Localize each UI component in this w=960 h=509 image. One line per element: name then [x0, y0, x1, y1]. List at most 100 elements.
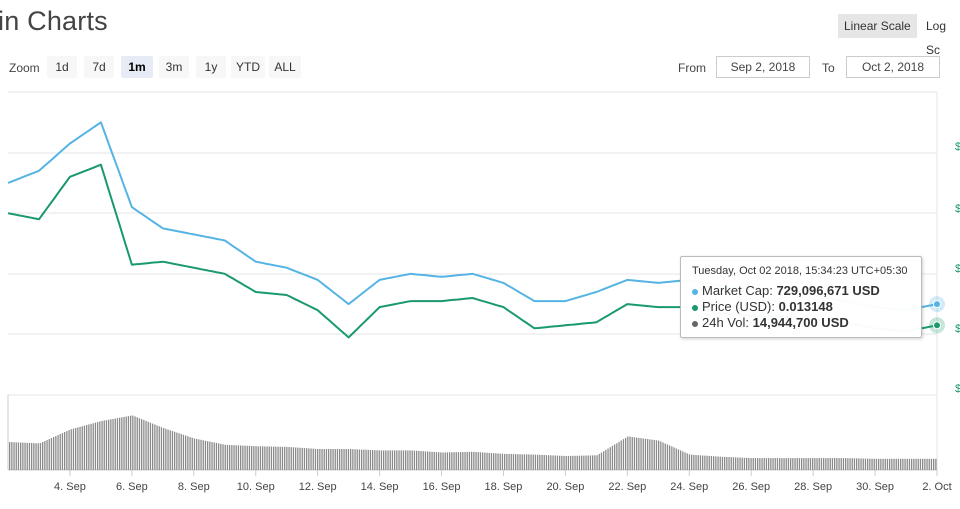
- volume-bar: [317, 448, 319, 470]
- tooltip-volume-value: 14,944,700 USD: [752, 315, 849, 330]
- volume-bar: [292, 447, 295, 470]
- volume-bar: [688, 454, 691, 470]
- volume-bar: [79, 426, 81, 470]
- volume-bar: [435, 452, 438, 470]
- volume-bar: [869, 458, 871, 470]
- x-tick-label: 16. Sep: [423, 481, 461, 493]
- volume-bar: [310, 448, 312, 470]
- volume-bar: [693, 454, 695, 470]
- volume-bar: [222, 444, 224, 470]
- volume-bar: [356, 449, 358, 470]
- volume-bar: [902, 458, 904, 470]
- volume-bar: [50, 438, 53, 470]
- volume-bar: [44, 441, 46, 470]
- market-cap-dot-icon: [692, 288, 698, 295]
- volume-bar: [72, 428, 75, 470]
- zoom-3m-button[interactable]: 3m: [159, 56, 189, 78]
- volume-bar: [497, 453, 499, 470]
- volume-bar: [200, 439, 202, 470]
- volume-bar: [22, 442, 24, 470]
- price-hover-marker: [933, 321, 941, 330]
- volume-bar: [818, 458, 820, 470]
- volume-bar: [686, 453, 688, 470]
- zoom-1m-button[interactable]: 1m: [121, 56, 153, 78]
- volume-bar: [328, 449, 330, 470]
- volume-bar: [697, 455, 699, 470]
- volume-bar: [413, 450, 416, 470]
- volume-bar: [411, 450, 413, 470]
- volume-bar: [92, 423, 94, 470]
- volume-bar: [583, 455, 585, 470]
- x-tick-label: 2. Oct: [922, 481, 951, 493]
- volume-bar: [820, 458, 823, 470]
- volume-bar: [922, 458, 924, 470]
- volume-bar: [904, 458, 906, 470]
- volume-bar: [97, 422, 99, 470]
- log-scale-button[interactable]: Log Sc: [926, 19, 947, 57]
- volume-bar: [130, 415, 132, 470]
- volume-bar: [394, 450, 396, 470]
- volume-bar: [11, 442, 13, 470]
- to-label: To: [822, 61, 835, 75]
- volume-bar: [581, 455, 583, 470]
- to-date-input[interactable]: Oct 2, 2018: [846, 56, 940, 78]
- volume-bar: [515, 454, 517, 470]
- volume-bar: [834, 458, 836, 470]
- zoom-1y-button[interactable]: 1y: [196, 56, 226, 78]
- volume-bar: [378, 450, 380, 470]
- volume-bar: [215, 442, 218, 470]
- volume-bar: [431, 451, 433, 470]
- volume-bar: [416, 450, 418, 470]
- zoom-1d-button[interactable]: 1d: [47, 56, 77, 78]
- volume-bar: [530, 454, 532, 470]
- from-date-input[interactable]: Sep 2, 2018: [716, 56, 810, 78]
- volume-bar: [594, 455, 596, 470]
- volume-bar: [889, 458, 891, 470]
- volume-bar: [790, 458, 792, 470]
- volume-bar: [919, 458, 922, 470]
- volume-bar: [644, 438, 647, 470]
- linear-scale-button[interactable]: Linear Scale: [838, 14, 917, 38]
- zoom-ytd-button[interactable]: YTD: [231, 56, 265, 78]
- volume-bar: [385, 450, 387, 470]
- volume-bar: [127, 416, 130, 470]
- volume-bar: [251, 445, 253, 470]
- volume-bar: [633, 437, 636, 470]
- volume-bar: [798, 458, 801, 470]
- volume-bar: [541, 454, 543, 470]
- volume-bar: [169, 430, 171, 470]
- volume-bar: [70, 429, 72, 470]
- x-axis-ticks: 4. Sep 6. Sep 8. Sep 10. Sep 12. Sep 14. Sep 1…: [54, 470, 952, 493]
- volume-bar: [691, 454, 693, 470]
- volume-bar: [603, 451, 605, 470]
- volume-bar: [600, 452, 603, 470]
- volume-bar: [803, 458, 805, 470]
- volume-bar: [99, 421, 101, 470]
- x-tick-label: 10. Sep: [237, 481, 275, 493]
- volume-bar: [517, 454, 519, 470]
- volume-bar: [816, 458, 818, 470]
- volume-bar: [585, 455, 587, 470]
- zoom-all-button[interactable]: ALL: [269, 56, 301, 78]
- volume-bar: [748, 457, 750, 470]
- volume-bar: [706, 455, 708, 470]
- volume-bar: [897, 458, 900, 470]
- volume-bar: [776, 458, 779, 470]
- volume-bar: [347, 449, 350, 470]
- volume-bar: [545, 455, 548, 470]
- volume-bar: [187, 436, 189, 470]
- zoom-7d-button[interactable]: 7d: [84, 56, 114, 78]
- volume-bar: [539, 454, 541, 470]
- tooltip-price-row: Price (USD): 0.013148: [692, 299, 833, 314]
- volume-bar: [363, 449, 365, 470]
- tooltip-volume-label: 24h Vol:: [702, 315, 749, 330]
- volume-bar: [911, 458, 913, 470]
- volume-bar: [314, 448, 317, 470]
- volume-bar: [167, 429, 169, 470]
- volume-bar: [576, 455, 578, 470]
- volume-bar: [893, 458, 895, 470]
- volume-bar: [726, 456, 728, 470]
- volume-bar: [640, 438, 642, 470]
- tooltip-date: Tuesday, Oct 02 2018, 15:34:23 UTC+05:30: [692, 265, 908, 277]
- volume-bar: [88, 424, 90, 470]
